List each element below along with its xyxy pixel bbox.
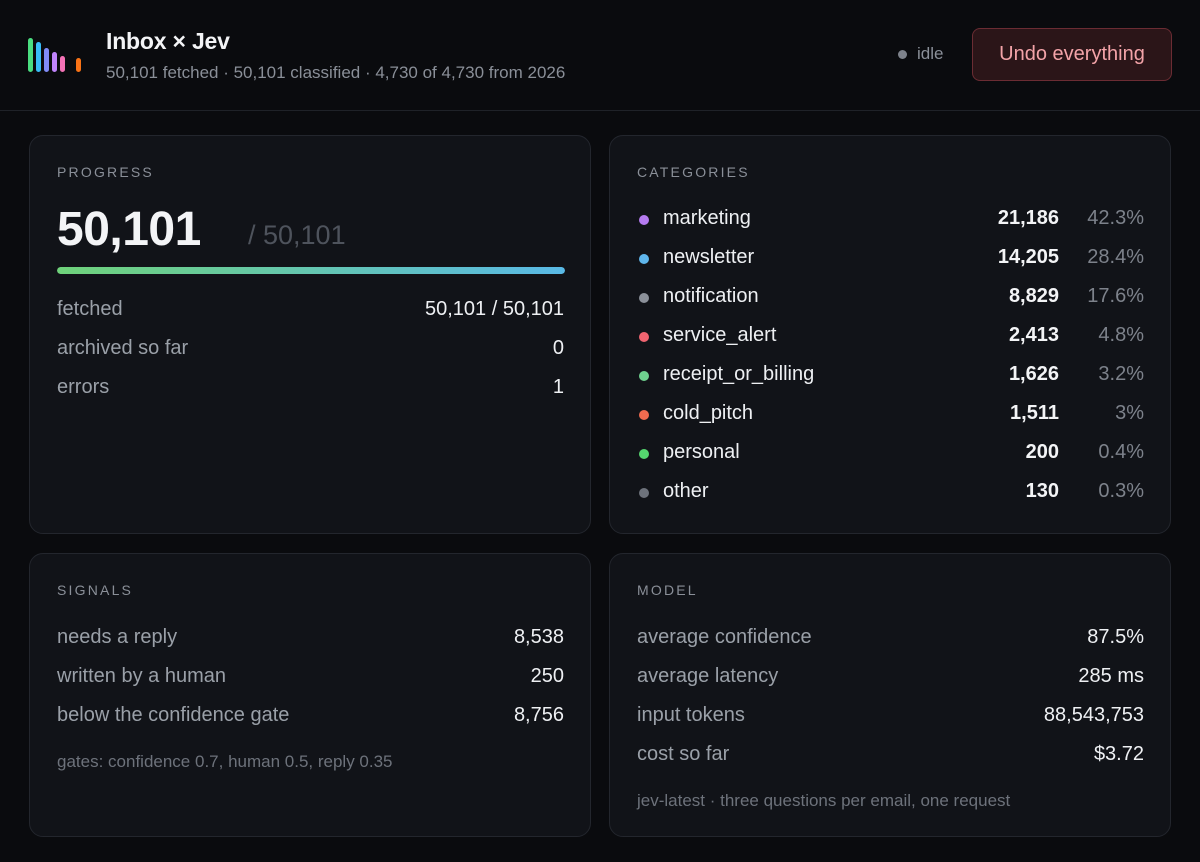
- progress-row-archived: archived so far 0: [57, 335, 564, 361]
- model-footnote: jev-latest · three questions per email, …: [637, 791, 1011, 810]
- row-label: fetched: [57, 297, 123, 320]
- row-label: needs a reply: [57, 625, 178, 648]
- row-value: 88,543,753: [1043, 703, 1144, 726]
- model-card: MODEL average confidence 87.5% average l…: [609, 553, 1171, 837]
- row-label: archived so far: [57, 336, 189, 359]
- progress-bar-fill: [57, 267, 565, 274]
- category-row: notification 8,829 17.6%: [637, 285, 1144, 311]
- category-name: newsletter: [663, 246, 755, 268]
- category-name: service_alert: [663, 324, 777, 346]
- row-value: 50,101 / 50,101: [424, 297, 564, 320]
- row-value: 87.5%: [1087, 625, 1144, 648]
- row-label: written by a human: [57, 664, 226, 687]
- category-color-dot: [639, 449, 649, 459]
- category-percent: 0.3%: [1098, 480, 1144, 502]
- row-value: 285 ms: [1078, 664, 1144, 687]
- app-subtitle: 50,101 fetched · 50,101 classified · 4,7…: [106, 63, 566, 82]
- category-percent: 0.4%: [1098, 441, 1144, 463]
- bar-chart-logo-icon: [28, 38, 86, 72]
- status-dot-icon: [898, 49, 907, 59]
- category-color-dot: [639, 254, 649, 264]
- category-name: marketing: [663, 207, 751, 229]
- signal-row: needs a reply 8,538: [57, 624, 564, 650]
- category-count: 21,186: [997, 207, 1059, 229]
- row-value: 250: [530, 664, 564, 687]
- model-row: average latency 285 ms: [637, 663, 1144, 689]
- row-label: errors: [57, 375, 110, 398]
- category-color-dot: [639, 293, 649, 303]
- category-count: 200: [1025, 441, 1059, 463]
- app-title: Inbox × Jev: [106, 28, 230, 54]
- status-label: idle: [917, 44, 944, 63]
- category-count: 1,511: [1010, 402, 1059, 424]
- category-color-dot: [639, 488, 649, 498]
- category-count: 130: [1025, 480, 1059, 502]
- category-percent: 3%: [1115, 402, 1144, 424]
- row-value: 1: [552, 375, 564, 398]
- signals-card-title: SIGNALS: [57, 582, 134, 598]
- category-percent: 17.6%: [1087, 285, 1144, 307]
- category-name: other: [663, 480, 709, 502]
- row-label: input tokens: [637, 703, 745, 726]
- category-name: cold_pitch: [663, 402, 754, 424]
- row-value: 0: [552, 336, 564, 359]
- categories-card: CATEGORIES marketing 21,186 42.3% newsle…: [609, 135, 1171, 534]
- progress-row-fetched: fetched 50,101 / 50,101: [57, 296, 564, 322]
- model-row: input tokens 88,543,753: [637, 702, 1144, 728]
- model-row: average confidence 87.5%: [637, 624, 1144, 650]
- category-row: newsletter 14,205 28.4%: [637, 246, 1144, 272]
- progress-done-count: 50,101: [57, 203, 201, 256]
- signals-footnote: gates: confidence 0.7, human 0.5, reply …: [57, 752, 393, 771]
- category-row: cold_pitch 1,511 3%: [637, 402, 1144, 428]
- category-name: personal: [663, 441, 740, 463]
- model-card-title: MODEL: [637, 582, 698, 598]
- status-indicator: idle: [898, 44, 943, 64]
- category-percent: 4.8%: [1098, 324, 1144, 346]
- progress-bar: [57, 267, 565, 274]
- category-count: 8,829: [1008, 285, 1059, 307]
- progress-total-count: / 50,101: [248, 220, 346, 250]
- model-row: cost so far $3.72: [637, 741, 1144, 767]
- category-row: other 130 0.3%: [637, 480, 1144, 506]
- row-value: 8,538: [513, 625, 564, 648]
- undo-everything-button[interactable]: Undo everything: [972, 28, 1172, 81]
- category-row: marketing 21,186 42.3%: [637, 207, 1144, 233]
- row-label: below the confidence gate: [57, 703, 290, 726]
- progress-card: PROGRESS 50,101 / 50,101 fetched 50,101 …: [29, 135, 591, 534]
- category-row: personal 200 0.4%: [637, 441, 1144, 467]
- category-row: service_alert 2,413 4.8%: [637, 324, 1144, 350]
- category-color-dot: [639, 215, 649, 225]
- progress-card-title: PROGRESS: [57, 164, 154, 180]
- category-color-dot: [639, 410, 649, 420]
- row-value: $3.72: [1093, 742, 1144, 765]
- category-name: receipt_or_billing: [663, 363, 815, 385]
- category-percent: 42.3%: [1087, 207, 1144, 229]
- progress-row-errors: errors 1: [57, 374, 564, 400]
- category-percent: 3.2%: [1098, 363, 1144, 385]
- category-count: 14,205: [997, 246, 1059, 268]
- row-label: average latency: [637, 664, 779, 687]
- category-row: receipt_or_billing 1,626 3.2%: [637, 363, 1144, 389]
- app-header: Inbox × Jev 50,101 fetched · 50,101 clas…: [0, 0, 1200, 111]
- signal-row: below the confidence gate 8,756: [57, 702, 564, 728]
- category-percent: 28.4%: [1087, 246, 1144, 268]
- signals-card: SIGNALS needs a reply 8,538 written by a…: [29, 553, 591, 837]
- category-color-dot: [639, 332, 649, 342]
- category-name: notification: [663, 285, 759, 307]
- category-color-dot: [639, 371, 649, 381]
- signal-row: written by a human 250: [57, 663, 564, 689]
- row-label: cost so far: [637, 742, 730, 765]
- row-value: 8,756: [513, 703, 564, 726]
- row-label: average confidence: [637, 625, 812, 648]
- category-count: 1,626: [1008, 363, 1059, 385]
- categories-card-title: CATEGORIES: [637, 164, 750, 180]
- category-count: 2,413: [1008, 324, 1059, 346]
